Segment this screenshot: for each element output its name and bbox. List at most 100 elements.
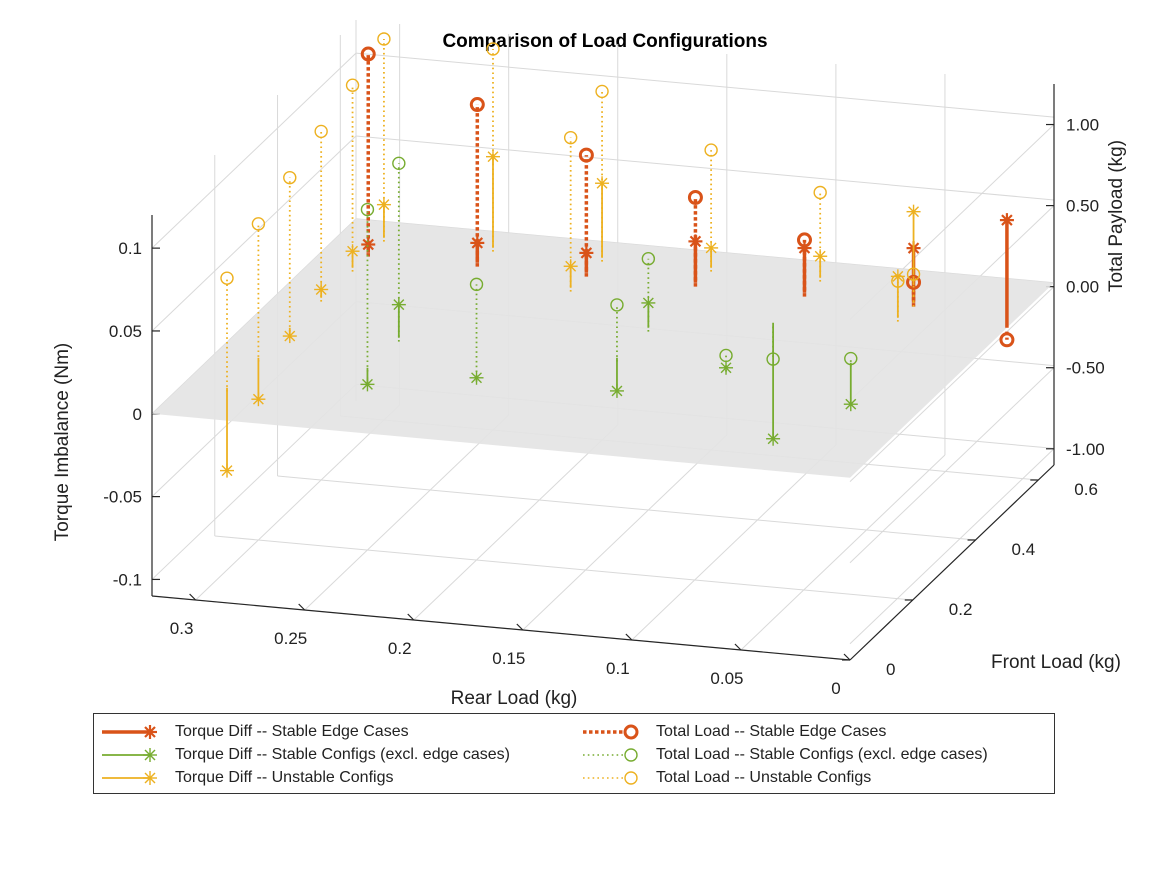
asterisk-marker-stroke: [471, 237, 484, 249]
circle-marker: [314, 124, 328, 139]
circle-marker: [999, 332, 1015, 348]
y-tick-label: 0: [886, 660, 895, 679]
asterisk-marker-stroke: [767, 433, 779, 445]
circle-marker: [377, 32, 391, 46]
x-tick-mark: [734, 643, 742, 651]
asterisk-marker-stroke: [580, 247, 593, 259]
z-axis-label: Torque Imbalance (Nm): [52, 343, 73, 542]
asterisk-marker-stroke: [487, 151, 499, 163]
z-tick-label: -0.1: [113, 570, 142, 589]
circle-marker: [813, 185, 827, 200]
y-tick-label: 0.4: [1012, 540, 1036, 559]
x-tick-mark: [189, 593, 197, 601]
floor-grid-line: [631, 444, 837, 641]
circle-marker: [283, 170, 297, 185]
circle-marker: [844, 351, 858, 366]
z2-tick-label: -1.00: [1066, 440, 1105, 459]
x-tick-mark: [625, 633, 633, 641]
z2-axis-label: Total Payload (kg): [1106, 140, 1127, 292]
legend-item-torque-edge: Torque Diff -- Stable Edge Cases: [98, 721, 409, 743]
legend-swatch-torque-unstable: [102, 771, 157, 785]
asterisk-marker-stroke: [315, 284, 327, 295]
legend-swatch-torque-edge: [102, 725, 157, 739]
circle-marker: [610, 298, 624, 312]
right-wall-grid-line: [849, 448, 1055, 645]
circle-marker: [220, 271, 234, 285]
x-tick-label: 0.2: [388, 639, 412, 658]
asterisk-marker-stroke: [361, 378, 373, 390]
zero-plane: [152, 218, 1054, 478]
x-tick-label: 0.1: [606, 659, 630, 678]
legend-label-torque-stable: Torque Diff -- Stable Configs (excl. edg…: [175, 746, 510, 763]
chart-legend: Torque Diff -- Stable Edge Cases Torque …: [93, 713, 1055, 794]
legend-item-total-edge: Total Load -- Stable Edge Cases: [579, 721, 886, 743]
circle-marker: [360, 46, 376, 62]
circle-marker: [360, 202, 375, 217]
legend-item-total-stable: Total Load -- Stable Configs (excl. edge…: [579, 744, 988, 766]
circle-marker: [578, 147, 594, 163]
legend-item-total-unstable: Total Load -- Unstable Configs: [579, 767, 871, 789]
z2-tick-label: 1.00: [1066, 116, 1099, 135]
x-tick-label: 0: [831, 679, 840, 698]
legend-label-total-stable: Total Load -- Stable Configs (excl. edge…: [656, 746, 988, 763]
y-tick-label: 0.6: [1074, 480, 1098, 499]
asterisk-marker-stroke: [378, 199, 390, 211]
chart-title: Comparison of Load Configurations: [442, 31, 767, 52]
asterisk-marker-stroke: [720, 362, 732, 374]
y-axis-line: [849, 464, 1055, 661]
floor-grid-line: [277, 475, 976, 541]
asterisk-marker-stroke: [642, 297, 654, 309]
z-tick-label: 0.1: [118, 239, 142, 258]
series-payload-stable: [360, 156, 858, 382]
floor-grid-line: [740, 454, 946, 651]
side-wall-grid-line: [151, 52, 357, 249]
circle-marker: [345, 78, 360, 92]
x-axis-line: [151, 595, 851, 661]
x-tick-label: 0.05: [710, 669, 743, 688]
x-tick-label: 0.15: [492, 649, 525, 668]
series-layer: [220, 32, 1015, 478]
y-tick-label: 0.2: [949, 600, 973, 619]
x-tick-label: 0.3: [170, 619, 194, 638]
circle-marker: [704, 143, 718, 157]
z-tick-label: 0: [133, 405, 142, 424]
circle-marker: [906, 267, 921, 281]
floor-grid-line: [195, 404, 400, 601]
floor-grid-line: [304, 414, 510, 611]
x-axis-label: Rear Load (kg): [451, 688, 578, 709]
axis-ticks: 0 0.05 0.1 0.15 0.2 0.25 0.3 0 0.2 0.4 0.6 -0.1 -0.0…: [103, 84, 1105, 698]
zero-plane-surface: [152, 218, 1054, 478]
floor-grid-line: [522, 434, 728, 631]
right-wall-grid-line: [849, 286, 1055, 483]
circle-marker: [251, 217, 266, 231]
circle-marker: [392, 156, 406, 171]
legend-item-torque-stable: Torque Diff -- Stable Configs (excl. edg…: [98, 744, 510, 766]
asterisk-marker-stroke: [252, 393, 264, 405]
series-payload-unstable: [220, 32, 921, 392]
legend-label-torque-unstable: Torque Diff -- Unstable Configs: [175, 769, 394, 786]
circle-marker: [719, 348, 733, 363]
circle-marker: [687, 189, 703, 205]
asterisk-marker-stroke: [892, 270, 904, 282]
back-wall-grid-line: [355, 52, 1055, 118]
asterisk-marker-stroke: [596, 177, 608, 189]
asterisk-marker-stroke: [845, 398, 857, 410]
asterisk-marker-stroke: [471, 372, 482, 384]
x-tick-mark: [407, 613, 415, 621]
side-wall-grid-line: [151, 135, 357, 332]
z2-tick-label: -0.50: [1066, 359, 1105, 378]
circle-marker: [595, 84, 609, 99]
right-wall-grid-line: [849, 367, 1055, 564]
z2-tick-label: 0.00: [1066, 278, 1099, 297]
circle-marker: [766, 352, 780, 366]
circle-marker: [796, 232, 812, 248]
floor-grid-line: [214, 535, 913, 601]
circle-marker: [641, 252, 656, 266]
asterisk-marker-stroke: [284, 330, 296, 342]
y-axis-label: Front Load (kg): [991, 652, 1121, 673]
legend-label-total-unstable: Total Load -- Unstable Configs: [656, 769, 872, 786]
asterisk-marker-stroke: [908, 206, 920, 218]
x-tick-mark: [843, 653, 851, 661]
z2-tick-label: 0.50: [1066, 197, 1099, 216]
